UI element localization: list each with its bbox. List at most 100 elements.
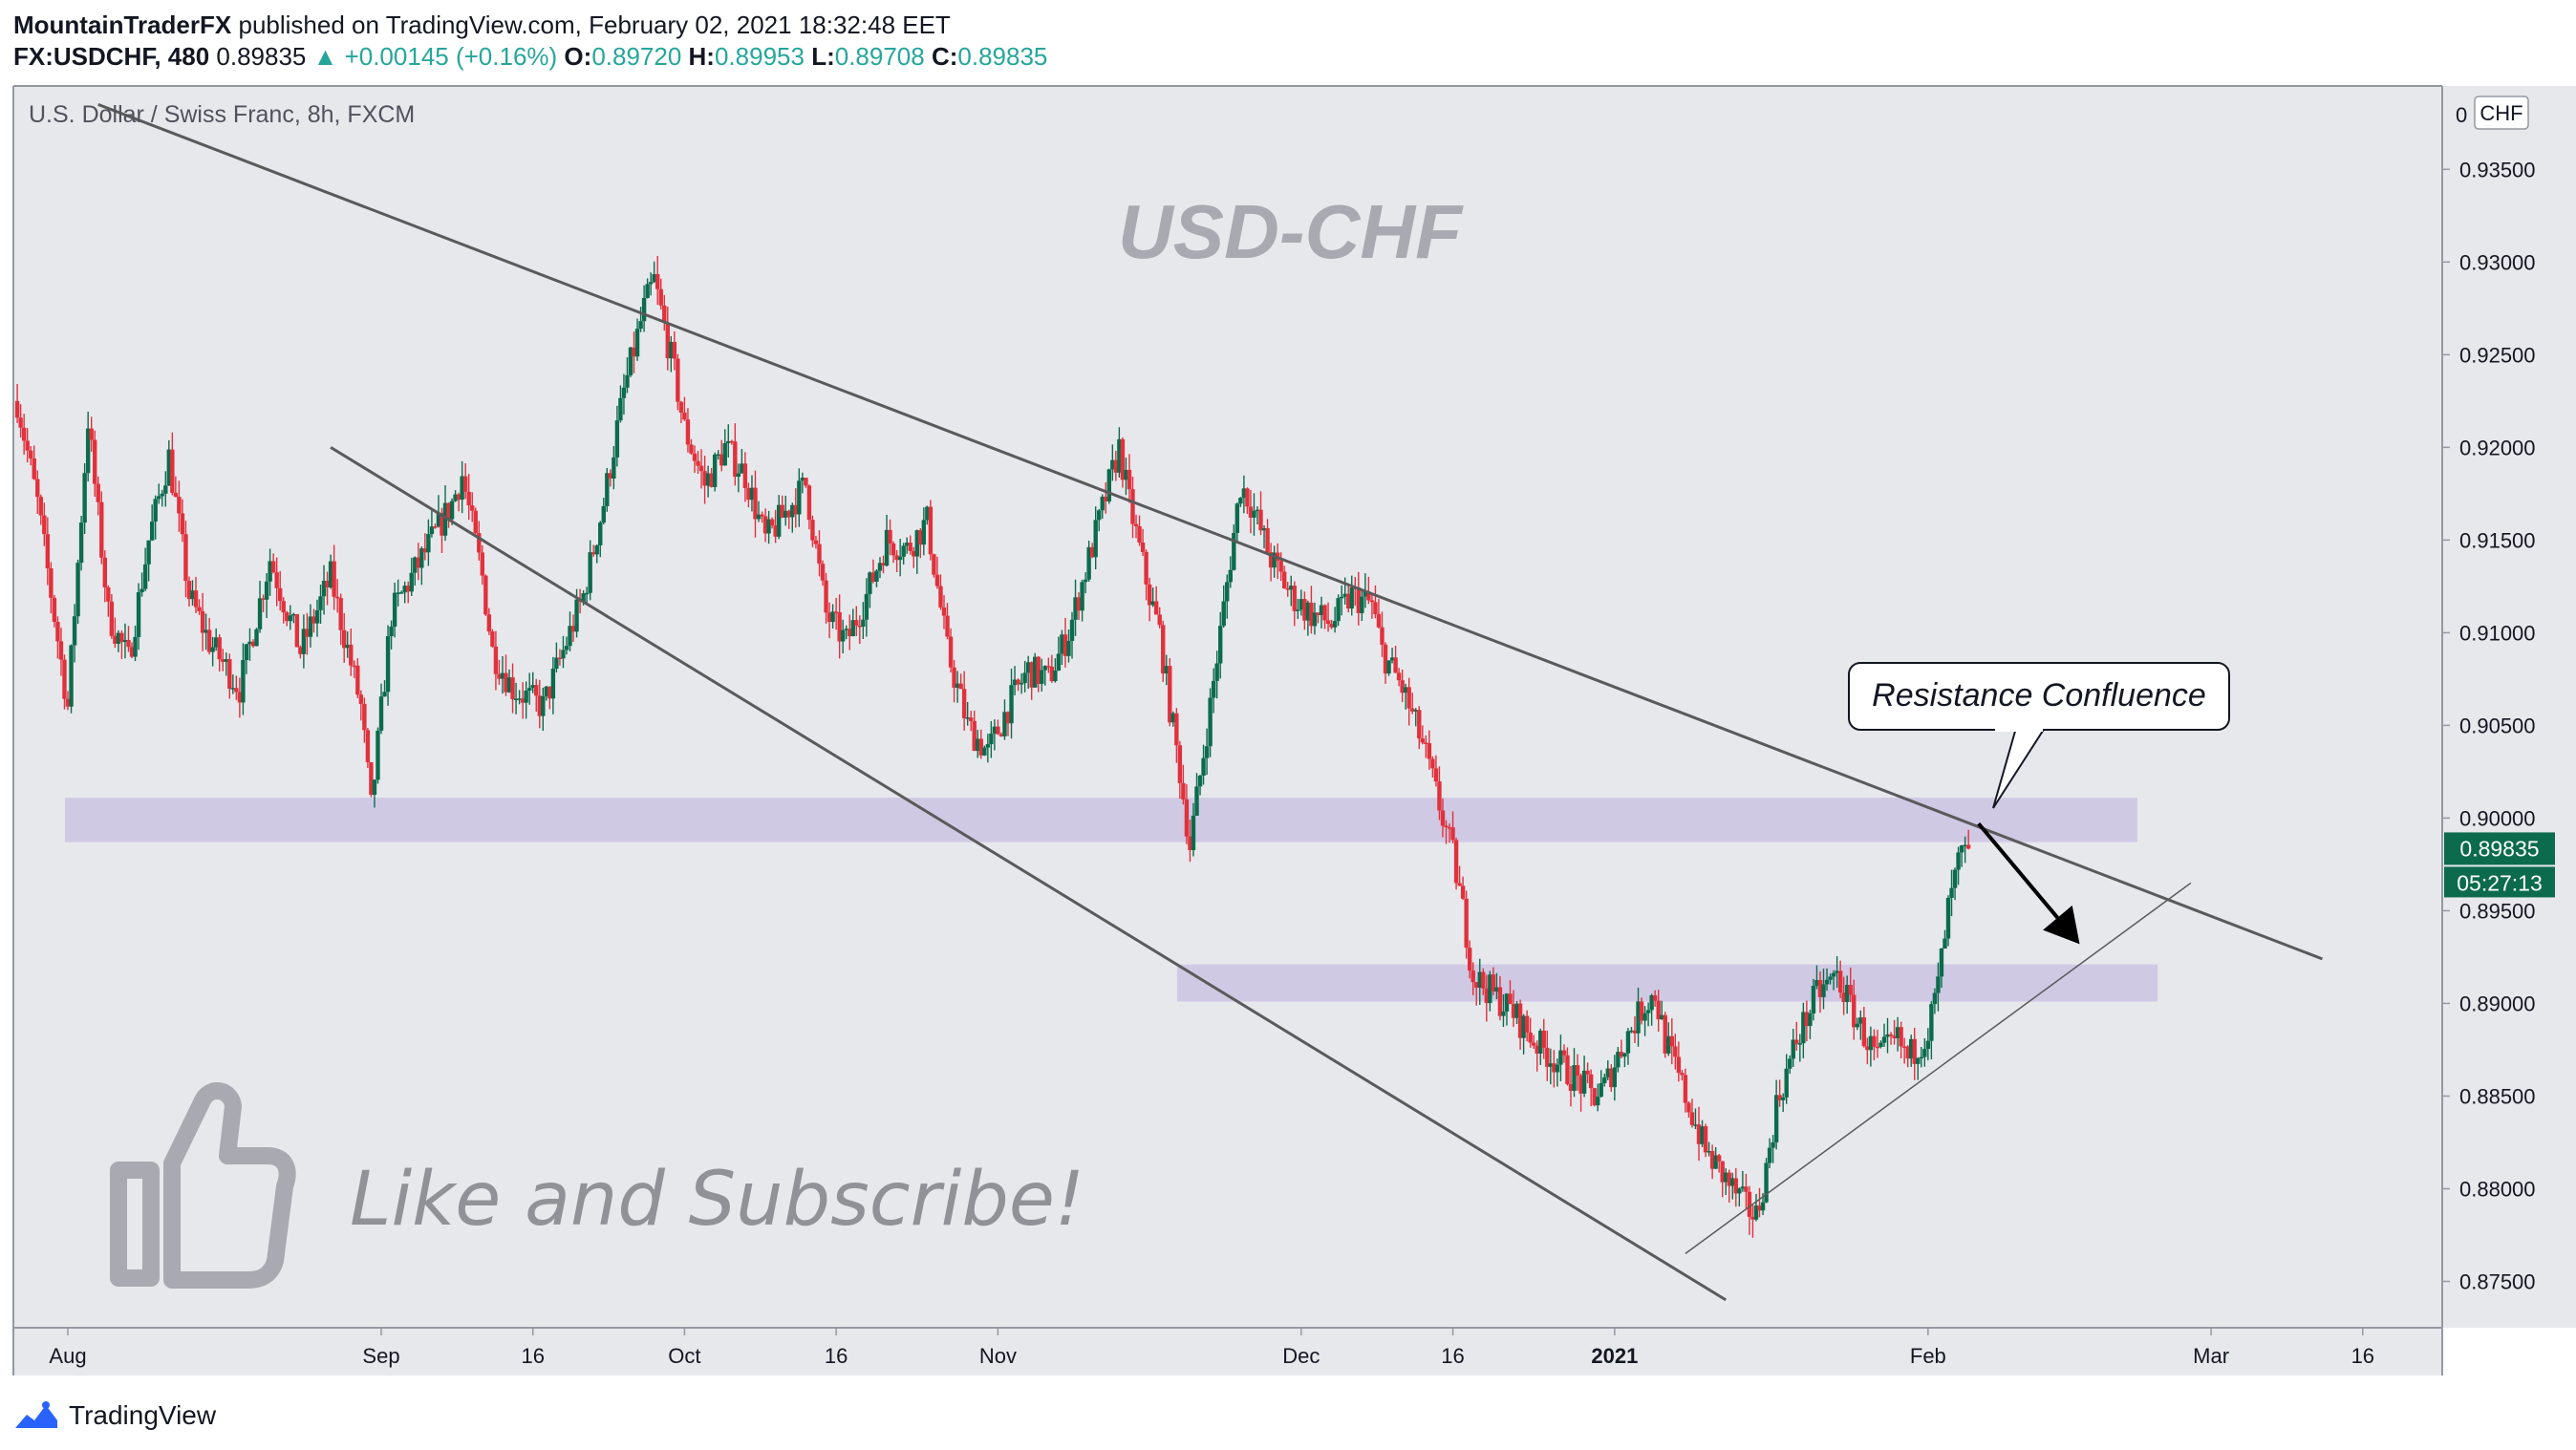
publish-header: MountainTraderFX published on TradingVie… <box>13 6 951 44</box>
callout[interactable]: Resistance Confluence <box>1848 662 2230 809</box>
candle <box>934 556 940 589</box>
candle <box>1383 642 1388 684</box>
support-zone-lower[interactable] <box>1176 964 2158 1002</box>
candle <box>1531 1034 1536 1049</box>
candle <box>918 527 923 559</box>
candle <box>133 625 138 662</box>
candle <box>756 501 762 522</box>
candle <box>442 485 448 542</box>
candle <box>1835 956 1839 988</box>
close-value: 0.89835 <box>957 42 1048 71</box>
candle <box>1861 1007 1867 1048</box>
callout-text: Resistance Confluence <box>1872 677 2206 714</box>
candle <box>1272 545 1277 578</box>
resistance-zone-upper[interactable] <box>65 798 2138 842</box>
candle <box>537 679 542 729</box>
candle <box>1963 836 1967 864</box>
candle <box>206 617 212 655</box>
candle <box>676 353 680 411</box>
candle <box>1919 1047 1923 1068</box>
candle <box>166 439 172 486</box>
candle <box>897 539 903 577</box>
candle <box>389 620 394 650</box>
symbol-label[interactable]: FX:USDCHF, 480 <box>13 42 210 71</box>
lower-channel-line[interactable] <box>330 446 1728 1302</box>
x-tick-label: Oct <box>668 1344 700 1368</box>
candle <box>1724 1168 1728 1196</box>
candle <box>1214 650 1219 699</box>
candle <box>69 644 74 714</box>
candle <box>685 408 691 453</box>
candle <box>224 652 228 676</box>
candle <box>1063 617 1068 668</box>
high-label: H: <box>688 42 715 71</box>
thumbs-up-icon <box>110 1082 296 1289</box>
candle <box>1346 585 1351 613</box>
author-name[interactable]: MountainTraderFX <box>13 11 232 39</box>
candle <box>1261 525 1267 549</box>
arrow-down-icon[interactable] <box>1977 821 2080 945</box>
candle <box>413 556 418 586</box>
candle <box>870 559 876 584</box>
candle <box>888 519 892 556</box>
currency-label: CHF <box>2479 101 2522 125</box>
candle <box>1467 940 1472 979</box>
candle <box>385 625 391 706</box>
candle <box>658 278 663 310</box>
candle <box>277 570 283 611</box>
candle <box>1612 1055 1618 1101</box>
candle <box>1217 611 1223 679</box>
candle <box>547 686 552 710</box>
candle <box>1517 999 1523 1050</box>
candle <box>1309 586 1314 634</box>
currency-button[interactable]: CHF <box>2474 96 2529 130</box>
candle <box>1191 802 1196 857</box>
candle <box>1299 589 1304 616</box>
candle <box>1773 1079 1779 1150</box>
candle <box>513 682 519 714</box>
open-value: 0.89720 <box>591 42 682 71</box>
candle <box>1901 1037 1907 1064</box>
price-scale[interactable] <box>2442 86 2576 1328</box>
candle <box>1484 974 1490 1022</box>
candle <box>1268 543 1274 582</box>
candle <box>826 602 832 639</box>
candle <box>1652 990 1658 1007</box>
candle <box>952 659 956 703</box>
candle <box>1909 1034 1914 1067</box>
x-tick-label: Feb <box>1910 1344 1946 1368</box>
candle <box>709 467 714 488</box>
candle <box>52 594 57 628</box>
candle <box>1424 735 1428 758</box>
rising-support-line[interactable] <box>1685 882 2192 1254</box>
candle <box>1386 660 1391 676</box>
candle <box>210 636 215 667</box>
candle <box>773 509 778 544</box>
candle <box>1197 775 1203 796</box>
candle <box>1555 1058 1560 1087</box>
candle <box>1720 1161 1725 1198</box>
candle <box>541 687 546 732</box>
candle <box>355 658 360 698</box>
upper-trendline[interactable] <box>97 103 2324 961</box>
candle <box>1450 811 1455 843</box>
y-tick-label: 0.89000 <box>2459 992 2536 1015</box>
candle <box>345 631 350 658</box>
tradingview-logo-icon[interactable] <box>13 1399 59 1432</box>
time-scale[interactable] <box>13 1328 2442 1375</box>
candle <box>1524 1010 1530 1042</box>
candle <box>520 682 526 719</box>
candle <box>1821 969 1826 1010</box>
candle <box>1709 1144 1715 1180</box>
candle <box>1808 1010 1813 1039</box>
brand-name[interactable]: TradingView <box>69 1400 217 1430</box>
candle <box>992 719 998 751</box>
candle <box>14 383 20 423</box>
candle <box>662 294 667 331</box>
candle <box>213 628 219 651</box>
candle <box>183 521 188 598</box>
candle <box>338 593 343 646</box>
candle <box>325 571 330 606</box>
candle <box>1360 590 1364 622</box>
